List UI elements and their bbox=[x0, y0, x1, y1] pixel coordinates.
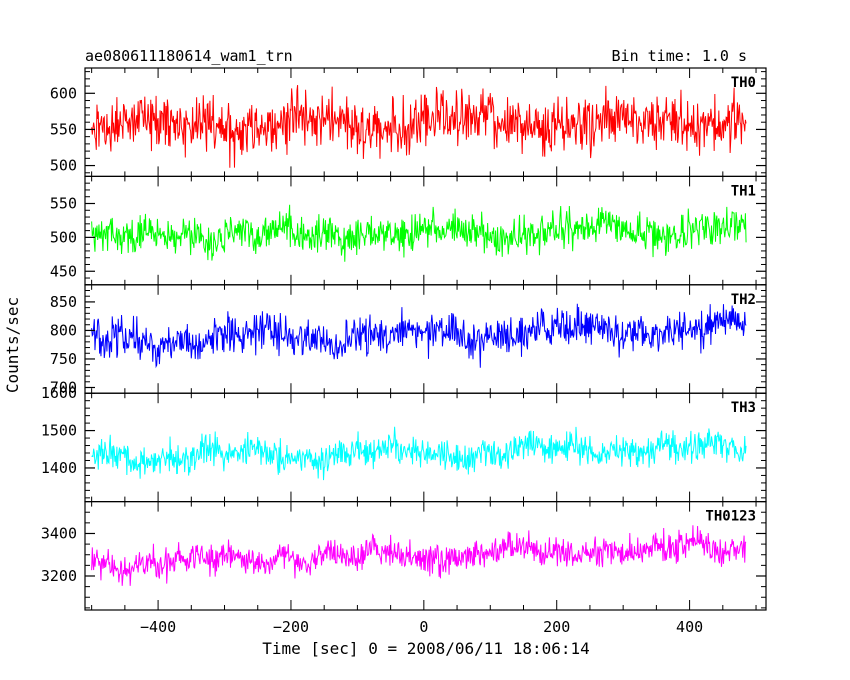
panel-label: TH1 bbox=[731, 183, 756, 199]
x-tick-label: 400 bbox=[676, 618, 703, 636]
panel-th1: 450 500 550 TH1 bbox=[50, 175, 767, 286]
y-tick-label: 700 bbox=[50, 378, 77, 396]
x-axis-label: Time [sec] 0 = 2008/06/11 18:06:14 bbox=[262, 639, 590, 658]
y-tick-label: 850 bbox=[50, 293, 77, 311]
plot-title: ae080611180614_wam1_trn bbox=[85, 47, 293, 65]
y-tick-label: 550 bbox=[50, 195, 77, 213]
panels-group: 500 550 600 TH0 450 500 550 TH1 700 750 800 850 TH2 1… bbox=[41, 67, 767, 611]
panel-label: TH2 bbox=[731, 292, 756, 308]
y-tick-label: 500 bbox=[50, 157, 77, 175]
y-tick-label: 600 bbox=[50, 84, 77, 102]
panel-th0: 500 550 600 TH0 bbox=[50, 67, 767, 178]
x-axis: −400 −200 0 200 400 bbox=[140, 618, 703, 636]
panel-th0123: 3200 3400 TH0123 bbox=[41, 501, 767, 611]
series-th1 bbox=[91, 204, 747, 262]
panel-frame bbox=[84, 392, 767, 503]
x-tick-label: −200 bbox=[273, 618, 309, 636]
y-tick-label: 500 bbox=[50, 228, 77, 246]
panel-label: TH0123 bbox=[705, 509, 756, 525]
y-tick-label: 1600 bbox=[41, 384, 77, 402]
panel-label: TH0 bbox=[731, 75, 756, 91]
y-tick-label: 3400 bbox=[41, 524, 77, 542]
panel-label: TH3 bbox=[731, 400, 756, 416]
bin-time-label: Bin time: 1.0 s bbox=[612, 47, 747, 65]
y-axis-label: Counts/sec bbox=[3, 297, 22, 393]
y-tick-label: 1500 bbox=[41, 422, 77, 440]
y-tick-label: 550 bbox=[50, 120, 77, 138]
y-tick-label: 800 bbox=[50, 321, 77, 339]
y-tick-label: 3200 bbox=[41, 567, 77, 585]
x-tick-label: 200 bbox=[543, 618, 570, 636]
panel-th2: 700 750 800 850 TH2 bbox=[50, 284, 767, 396]
y-tick-label: 450 bbox=[50, 262, 77, 280]
series-th0 bbox=[91, 85, 747, 168]
panel-th3: 1400 1500 1600 TH3 bbox=[41, 384, 767, 503]
x-tick-label: −400 bbox=[140, 618, 176, 636]
series-th2 bbox=[91, 303, 747, 369]
panel-frame bbox=[84, 501, 767, 611]
series-th3 bbox=[91, 426, 747, 481]
y-tick-label: 750 bbox=[50, 350, 77, 368]
series-th0123 bbox=[91, 525, 747, 586]
y-tick-label: 1400 bbox=[41, 459, 77, 477]
x-tick-label: 0 bbox=[419, 618, 428, 636]
